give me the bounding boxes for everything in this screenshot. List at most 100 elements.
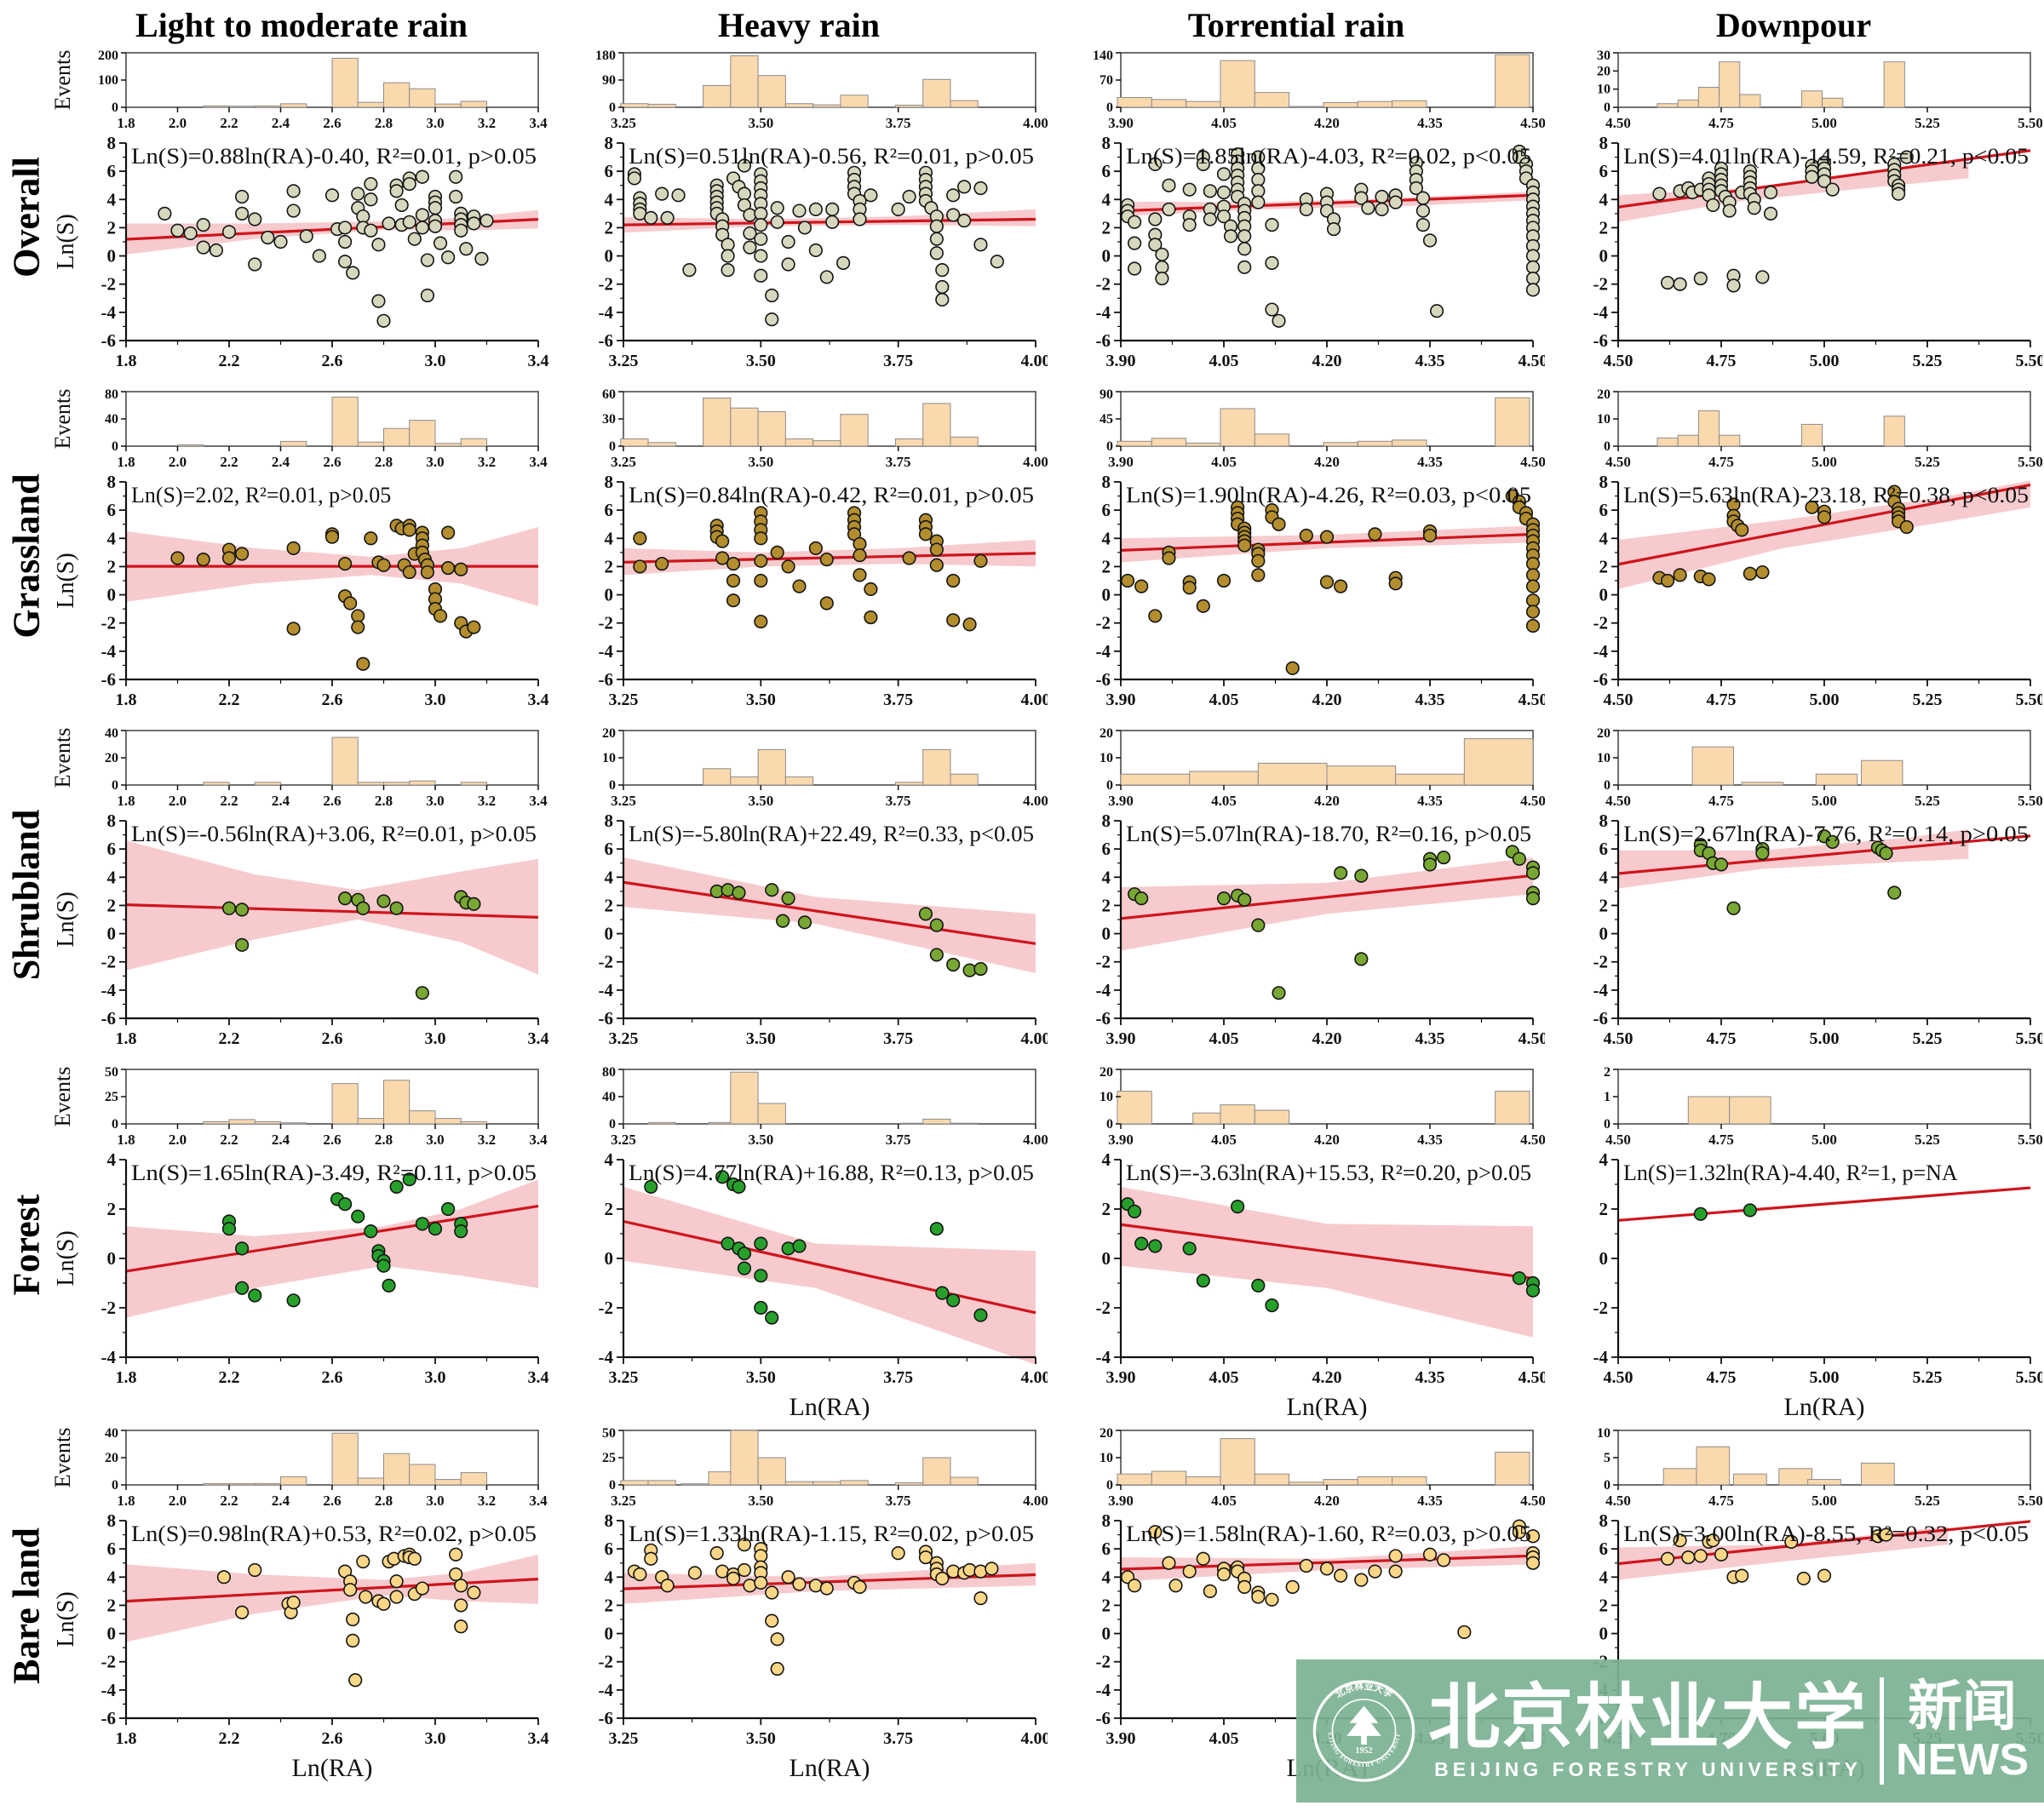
data-point xyxy=(1237,229,1252,244)
svg-text:-6: -6 xyxy=(1593,330,1609,351)
data-point xyxy=(687,1566,702,1580)
data-point xyxy=(1299,528,1313,543)
svg-text:-2: -2 xyxy=(1096,952,1111,972)
svg-text:4.35: 4.35 xyxy=(1417,454,1443,470)
data-point xyxy=(754,1269,768,1283)
data-point xyxy=(1354,191,1369,205)
svg-text:5.25: 5.25 xyxy=(1915,793,1940,809)
data-point xyxy=(346,1633,360,1648)
svg-text:2: 2 xyxy=(605,895,614,915)
data-point xyxy=(1422,857,1438,872)
equation-label: Ln(S)=5.63ln(RA)-23.18, R²=0.38, p<0.05 xyxy=(1623,483,2029,507)
data-point xyxy=(918,527,933,542)
svg-text:20: 20 xyxy=(105,751,118,765)
data-point xyxy=(467,1585,481,1600)
svg-text:10: 10 xyxy=(602,751,616,765)
panel-forest-downpour: 0 1 2 4.50 4.75 5.00 5.25 5.50 -4 -2 0 2 4 4.50 4.75 5.… xyxy=(1545,1064,2044,1425)
data-point xyxy=(389,1590,404,1604)
svg-text:6: 6 xyxy=(605,500,614,520)
data-point xyxy=(454,223,468,238)
equation-label: Ln(S)=0.88ln(RA)-0.40, R²=0.01, p>0.05 xyxy=(131,144,537,169)
svg-text:Ln(S): Ln(S) xyxy=(53,214,79,269)
equation-label: Ln(S)=2.67ln(RA)-7.76, R²=0.14, p>0.05 xyxy=(1623,822,2029,846)
svg-text:-2: -2 xyxy=(1096,1652,1111,1672)
data-point xyxy=(792,1239,807,1253)
data-point xyxy=(1388,1549,1403,1563)
confidence-band xyxy=(126,1179,538,1318)
svg-text:-6: -6 xyxy=(599,669,614,690)
svg-text:-2: -2 xyxy=(599,952,614,972)
svg-text:3.4: 3.4 xyxy=(529,454,548,470)
svg-text:Ln(RA): Ln(RA) xyxy=(1784,1393,1865,1421)
data-point xyxy=(797,221,812,235)
svg-text:3.75: 3.75 xyxy=(886,115,911,131)
data-point xyxy=(1726,278,1741,293)
data-point xyxy=(286,1293,301,1308)
svg-text:4.75: 4.75 xyxy=(1707,1029,1737,1048)
data-point xyxy=(376,313,391,328)
svg-text:2.4: 2.4 xyxy=(272,793,290,809)
data-point xyxy=(359,1590,373,1604)
row-label-forest: Forest xyxy=(5,1194,48,1296)
svg-text:1.8: 1.8 xyxy=(117,793,135,809)
svg-text:4.05: 4.05 xyxy=(1209,691,1239,709)
data-point xyxy=(312,249,326,263)
svg-text:1: 1 xyxy=(1604,1090,1611,1104)
data-point xyxy=(1525,1283,1541,1298)
data-point xyxy=(1375,202,1389,216)
svg-text:-4: -4 xyxy=(599,1680,614,1700)
svg-text:5.00: 5.00 xyxy=(1810,352,1840,370)
svg-text:0: 0 xyxy=(107,924,117,944)
svg-text:3.25: 3.25 xyxy=(611,1132,636,1148)
svg-text:4.20: 4.20 xyxy=(1314,1493,1340,1509)
data-point xyxy=(1251,553,1266,568)
data-point xyxy=(346,266,360,280)
data-point xyxy=(902,551,916,565)
svg-text:4.50: 4.50 xyxy=(1520,1493,1545,1509)
regression-line xyxy=(623,880,1036,945)
svg-text:5.00: 5.00 xyxy=(1810,1368,1840,1387)
equation-label: Ln(S)=5.07ln(RA)-18.70, R²=0.16, p>0.05 xyxy=(1126,822,1531,846)
svg-text:2: 2 xyxy=(1599,895,1609,915)
data-point xyxy=(973,181,988,196)
data-point xyxy=(338,255,353,269)
svg-text:4.75: 4.75 xyxy=(1708,115,1734,131)
data-point xyxy=(962,617,977,632)
data-point xyxy=(1196,1551,1210,1566)
data-point xyxy=(389,184,404,198)
svg-text:4.50: 4.50 xyxy=(1605,115,1631,131)
data-point xyxy=(376,1258,391,1273)
panel-grassland-heavy-rain: 0 30 60 3.25 3.50 3.75 4.00 -6 -4 -2 0 2 4 6 8 3.25 3.50… xyxy=(550,387,1051,725)
svg-text:1.8: 1.8 xyxy=(117,454,135,470)
svg-text:40: 40 xyxy=(105,412,118,427)
data-point xyxy=(792,203,807,218)
data-point xyxy=(1525,891,1541,906)
column-header-torrential-rain: Torrential rain xyxy=(1187,6,1405,44)
data-point xyxy=(1887,885,1902,900)
data-point xyxy=(853,568,867,582)
svg-text:4.50: 4.50 xyxy=(1519,1368,1546,1387)
data-point xyxy=(726,593,741,608)
row-shrubland: Shrubland 0 20 40 1.8 2.0 2.2 2.4 2.6 2.8 3.0 3.2 3… xyxy=(0,725,2044,1064)
data-point xyxy=(170,223,185,238)
svg-text:2: 2 xyxy=(1102,1199,1111,1219)
svg-text:5.50: 5.50 xyxy=(2016,1029,2043,1048)
data-point xyxy=(449,189,463,204)
svg-text:8: 8 xyxy=(605,133,614,153)
row-label-grassland: Grassland xyxy=(5,473,48,639)
data-point xyxy=(781,1241,795,1256)
svg-text:5.00: 5.00 xyxy=(1811,454,1837,470)
watermark-banner: 北京林业大学 BEIJING FORESTRY UNIVERSITY 1952 … xyxy=(1296,1659,2044,1802)
svg-text:-4: -4 xyxy=(599,641,614,662)
seal-tree-icon xyxy=(1346,1705,1381,1745)
svg-text:3.90: 3.90 xyxy=(1108,1132,1134,1148)
svg-text:4.00: 4.00 xyxy=(1021,1729,1048,1748)
svg-text:50: 50 xyxy=(105,1065,118,1080)
equation-label: Ln(S)=0.51ln(RA)-0.56, R²=0.01, p>0.05 xyxy=(629,144,1034,169)
data-point xyxy=(1155,247,1169,262)
data-point xyxy=(356,656,370,671)
svg-text:4.20: 4.20 xyxy=(1312,691,1342,709)
svg-text:4: 4 xyxy=(1102,1149,1111,1170)
